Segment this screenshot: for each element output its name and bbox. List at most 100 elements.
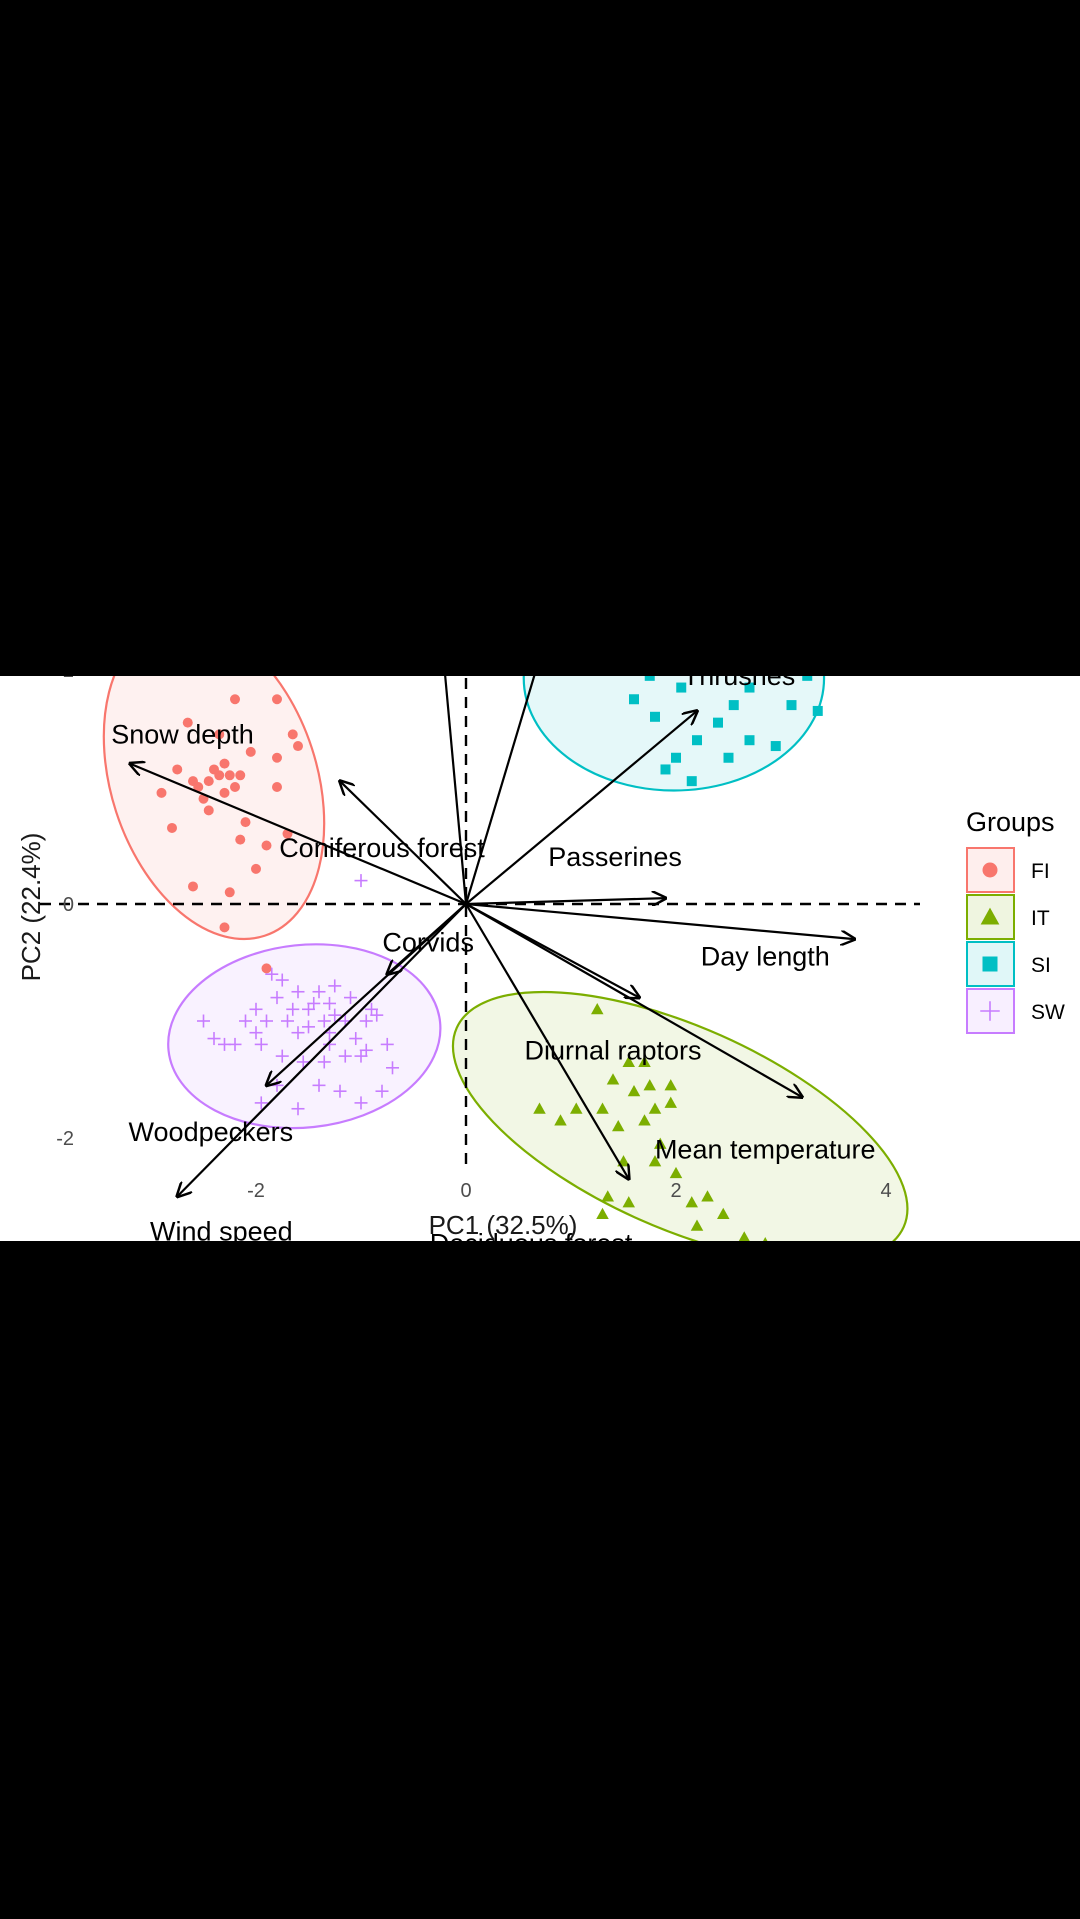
pca-biplot: RainfallMixed forestThrushesSnow depthCo…	[16, 676, 1065, 1241]
point-sw	[239, 1014, 252, 1028]
point-sw	[323, 1037, 336, 1051]
point-sw	[359, 1014, 373, 1028]
loading-label: Day length	[701, 942, 830, 972]
point-fi	[203, 805, 214, 816]
x-tick-label: 4	[880, 1180, 891, 1202]
point-fi	[188, 881, 198, 892]
point-fi	[214, 729, 225, 740]
point-fi	[230, 694, 240, 705]
point-si	[650, 711, 660, 722]
point-it	[643, 1079, 656, 1091]
point-fi	[261, 840, 272, 851]
axis-ticks: -202420-2-4	[56, 676, 891, 1202]
point-sw	[359, 1043, 373, 1057]
point-fi	[224, 770, 235, 781]
point-it	[717, 1207, 730, 1220]
point-si	[644, 676, 655, 681]
point-si	[676, 682, 687, 693]
loading-arrow	[177, 903, 467, 1197]
loading-arrow	[130, 764, 467, 906]
point-si	[629, 694, 639, 705]
loading-arrow	[267, 903, 467, 1085]
point-it	[596, 1207, 609, 1220]
point-sw	[260, 1014, 273, 1028]
loading-label: Woodpeckers	[129, 1117, 294, 1147]
point-sw	[291, 985, 305, 999]
observation-points	[156, 676, 823, 1241]
point-it	[701, 1190, 714, 1202]
legend-label-sw: SW	[1031, 1001, 1065, 1024]
point-sw	[338, 1049, 352, 1063]
point-it	[606, 1073, 620, 1085]
ellipse-it	[451, 990, 909, 1241]
point-it	[738, 1231, 750, 1241]
point-fi	[272, 752, 282, 763]
point-sw	[323, 996, 336, 1010]
point-fi	[224, 887, 235, 898]
point-si	[723, 752, 734, 763]
point-fi	[209, 764, 219, 775]
point-fi	[240, 817, 251, 828]
point-si	[692, 735, 702, 746]
loading-arrow	[465, 898, 666, 904]
point-fi	[156, 787, 167, 798]
legend-label-fi: FI	[1031, 860, 1050, 883]
loading-arrow	[465, 903, 802, 1097]
loading-label: Mean temperature	[655, 1135, 876, 1165]
point-sw	[281, 1014, 294, 1028]
loading-label: Coniferous forest	[279, 833, 485, 863]
point-sw	[365, 1002, 378, 1016]
x-tick-label: -2	[247, 1180, 265, 1202]
point-it	[654, 1137, 667, 1149]
legend-title: Groups	[966, 807, 1055, 837]
point-fi	[293, 741, 303, 752]
y-tick-label: 2	[63, 676, 74, 682]
point-fi	[203, 776, 214, 787]
point-sw	[307, 996, 321, 1010]
y-tick-label: -2	[56, 1128, 74, 1150]
y-tick-label: 0	[63, 894, 74, 916]
legend-symbol-fi	[982, 862, 998, 878]
point-sw	[291, 1102, 305, 1116]
point-si	[671, 752, 681, 763]
x-axis-label: PC1 (32.5%)	[429, 1210, 578, 1240]
point-sw	[344, 991, 357, 1005]
point-sw	[328, 979, 342, 993]
point-sw	[207, 1032, 221, 1046]
point-it	[648, 1102, 662, 1114]
loading-label: Snow depth	[111, 719, 254, 749]
point-fi	[251, 863, 261, 874]
point-si	[744, 735, 755, 746]
point-fi	[272, 694, 282, 705]
point-si	[744, 682, 755, 693]
legend-key-fi	[966, 847, 1015, 893]
loading-label: Corvids	[382, 928, 474, 958]
point-sw	[370, 1008, 384, 1022]
point-fi	[261, 963, 272, 974]
loading-arrow	[444, 676, 468, 905]
point-fi	[167, 822, 177, 833]
point-it	[622, 1196, 635, 1208]
point-sw	[286, 1002, 300, 1016]
loading-arrow	[340, 781, 467, 905]
point-sw	[197, 1014, 210, 1028]
point-sw	[296, 1055, 310, 1069]
point-fi	[287, 729, 298, 740]
point-it	[638, 1114, 651, 1126]
point-it	[601, 1190, 614, 1202]
point-fi	[235, 770, 246, 781]
point-it	[596, 1102, 609, 1114]
point-sw	[249, 1002, 263, 1016]
point-si	[770, 741, 781, 752]
point-fi	[245, 746, 256, 757]
loading-label: Wind speed	[150, 1217, 293, 1241]
point-si	[660, 764, 671, 775]
legend-label-si: SI	[1031, 954, 1051, 977]
point-fi	[219, 922, 230, 933]
point-fi	[230, 782, 240, 792]
point-fi	[182, 717, 193, 728]
point-it	[763, 1237, 768, 1241]
legend-symbol-it	[980, 907, 1000, 925]
point-si	[713, 717, 723, 728]
point-sw	[291, 1026, 305, 1040]
